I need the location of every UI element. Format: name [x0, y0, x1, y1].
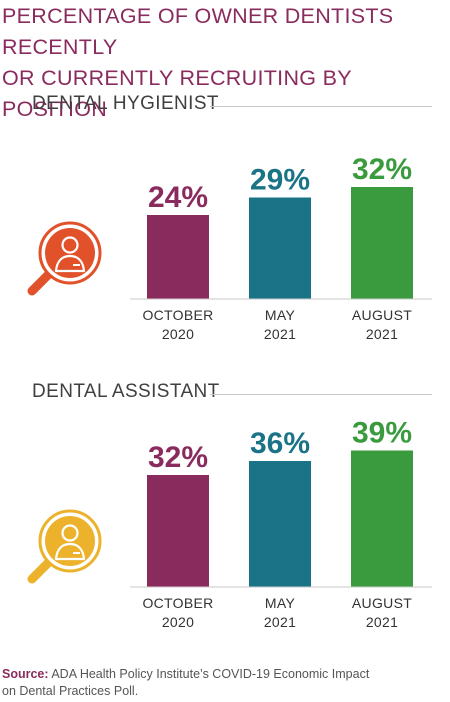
- source-text-line-1: ADA Health Policy Institute’s COVID-19 E…: [51, 667, 370, 681]
- data-label: 39%: [352, 417, 412, 450]
- bars-group: 24% 29% 32%: [147, 153, 413, 299]
- category-label: MAY 2021: [230, 306, 330, 344]
- category-label-line: 2020: [161, 614, 195, 630]
- category-label-line: AUGUST: [351, 307, 413, 323]
- category-label-line: 2021: [365, 614, 399, 630]
- category-label-line: AUGUST: [351, 595, 413, 611]
- chart-title-line-2: OR CURRENTLY RECRUITING BY POSITION: [2, 66, 352, 121]
- person-magnifier-icon: [27, 221, 102, 296]
- data-label: 36%: [250, 427, 310, 460]
- dental-assistant-panel: DENTAL ASSISTANT 32% 36% 39% OCTOBER 2020 MA…: [0, 381, 450, 681]
- dental-hygienist-panel: DENTAL HYGIENIST 24% 29% 32% OCTOBER 2020 MA…: [0, 93, 450, 393]
- bar-may-2021: [249, 461, 311, 587]
- category-label-line: MAY: [264, 307, 296, 323]
- person-magnifier-icon: [27, 509, 102, 584]
- category-label: AUGUST 2021: [332, 306, 432, 344]
- source-label: Source:: [2, 667, 49, 681]
- category-label-line: MAY: [264, 595, 296, 611]
- bar-chart-svg: 32% 36% 39%: [27, 417, 432, 588]
- data-label: 24%: [148, 181, 208, 214]
- title-rule: [210, 394, 432, 395]
- category-label-line: 2021: [263, 326, 297, 342]
- bar-october-2020: [147, 215, 209, 299]
- chart-title: PERCENTAGE OF OWNER DENTISTS RECENTLY OR…: [2, 1, 448, 125]
- category-label: OCTOBER 2020: [128, 594, 228, 632]
- data-label: 29%: [250, 164, 310, 197]
- panel-title: DENTAL HYGIENIST: [32, 93, 219, 114]
- source-text-line-2: on Dental Practices Poll.: [2, 684, 139, 698]
- bar-may-2021: [249, 197, 311, 299]
- category-label: OCTOBER 2020: [128, 306, 228, 344]
- chart-title-line-1: PERCENTAGE OF OWNER DENTISTS RECENTLY: [2, 4, 394, 59]
- category-label-line: OCTOBER: [142, 307, 214, 323]
- bar-august-2021: [351, 450, 413, 587]
- bar-october-2020: [147, 475, 209, 587]
- category-label-line: 2021: [365, 326, 399, 342]
- panel-title: DENTAL ASSISTANT: [32, 381, 220, 402]
- bar-august-2021: [351, 187, 413, 299]
- data-label: 32%: [148, 441, 208, 474]
- category-label: MAY 2021: [230, 594, 330, 632]
- data-label: 32%: [352, 153, 412, 186]
- source-note: Source: ADA Health Policy Institute’s CO…: [2, 666, 448, 700]
- category-label-line: OCTOBER: [142, 595, 214, 611]
- bars-group: 32% 36% 39%: [147, 417, 413, 587]
- category-label: AUGUST 2021: [332, 594, 432, 632]
- category-label-line: 2021: [263, 614, 297, 630]
- bar-chart-svg: 24% 29% 32%: [27, 153, 432, 300]
- category-label-line: 2020: [161, 326, 195, 342]
- title-rule: [210, 106, 432, 107]
